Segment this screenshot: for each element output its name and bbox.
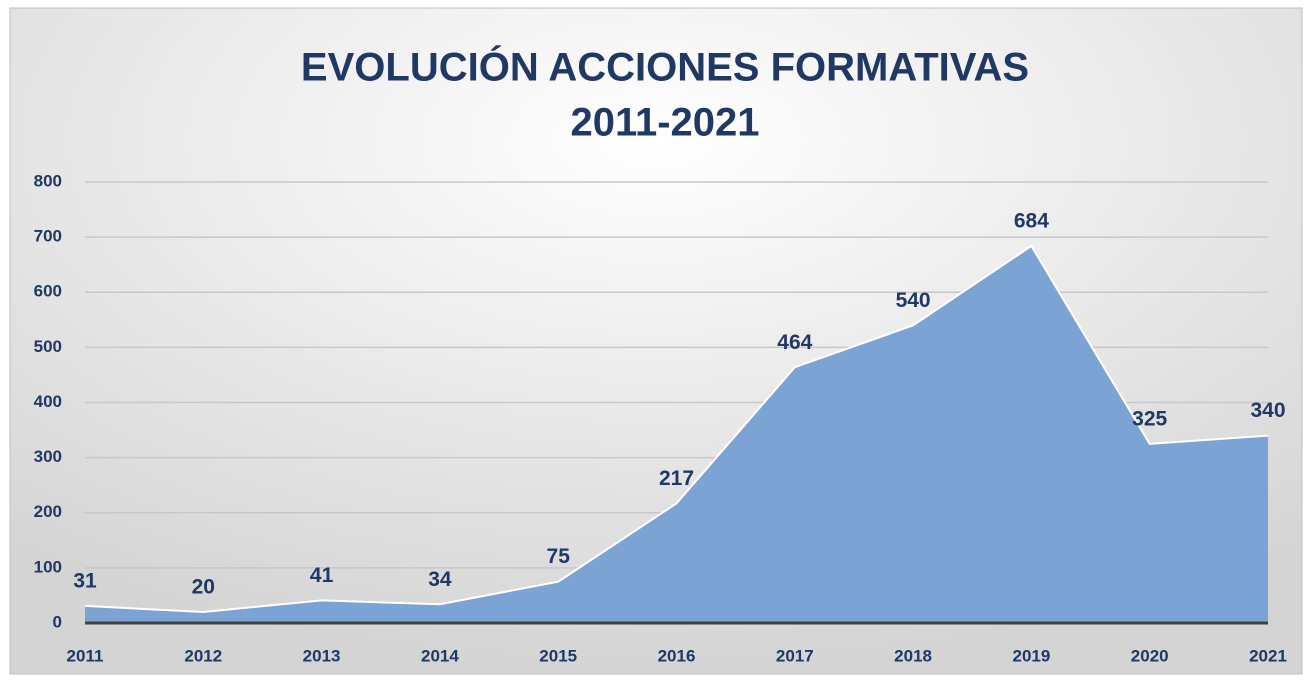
y-tick-label: 400 — [34, 392, 62, 411]
data-label: 34 — [428, 568, 452, 591]
x-tick-label: 2013 — [303, 646, 341, 665]
x-tick-label: 2011 — [67, 646, 104, 665]
chart-title: 2011-2021 — [570, 101, 759, 145]
data-label: 684 — [1014, 209, 1049, 232]
y-tick-label: 700 — [34, 227, 62, 246]
x-tick-label: 2018 — [894, 646, 932, 665]
y-tick-label: 800 — [34, 171, 62, 190]
x-tick-label: 2021 — [1249, 646, 1287, 665]
data-label: 75 — [547, 545, 571, 568]
data-label: 217 — [659, 467, 694, 490]
chart-title: EVOLUCIÓN ACCIONES FORMATIVAS — [301, 44, 1029, 90]
x-tick-label: 2019 — [1012, 646, 1050, 665]
y-tick-label: 200 — [34, 502, 62, 521]
x-tick-label: 2015 — [539, 646, 577, 665]
data-label: 464 — [777, 331, 812, 354]
data-label: 20 — [192, 576, 215, 599]
y-tick-label: 100 — [34, 557, 62, 576]
y-tick-label: 300 — [34, 447, 62, 466]
y-tick-label: 600 — [34, 282, 62, 301]
x-tick-label: 2016 — [658, 646, 696, 665]
x-tick-label: 2020 — [1131, 646, 1169, 665]
data-label: 41 — [310, 564, 334, 587]
y-tick-label: 500 — [34, 337, 62, 356]
area-edge — [84, 244, 1269, 613]
data-label: 325 — [1132, 407, 1167, 430]
data-label: 540 — [896, 289, 931, 312]
data-label: 31 — [73, 569, 97, 592]
x-tick-label: 2017 — [776, 646, 814, 665]
y-tick-label: 0 — [53, 612, 62, 631]
data-label: 340 — [1250, 399, 1285, 422]
x-tick-label: 2014 — [421, 646, 459, 665]
x-tick-label: 2012 — [184, 646, 222, 665]
area — [85, 245, 1268, 623]
